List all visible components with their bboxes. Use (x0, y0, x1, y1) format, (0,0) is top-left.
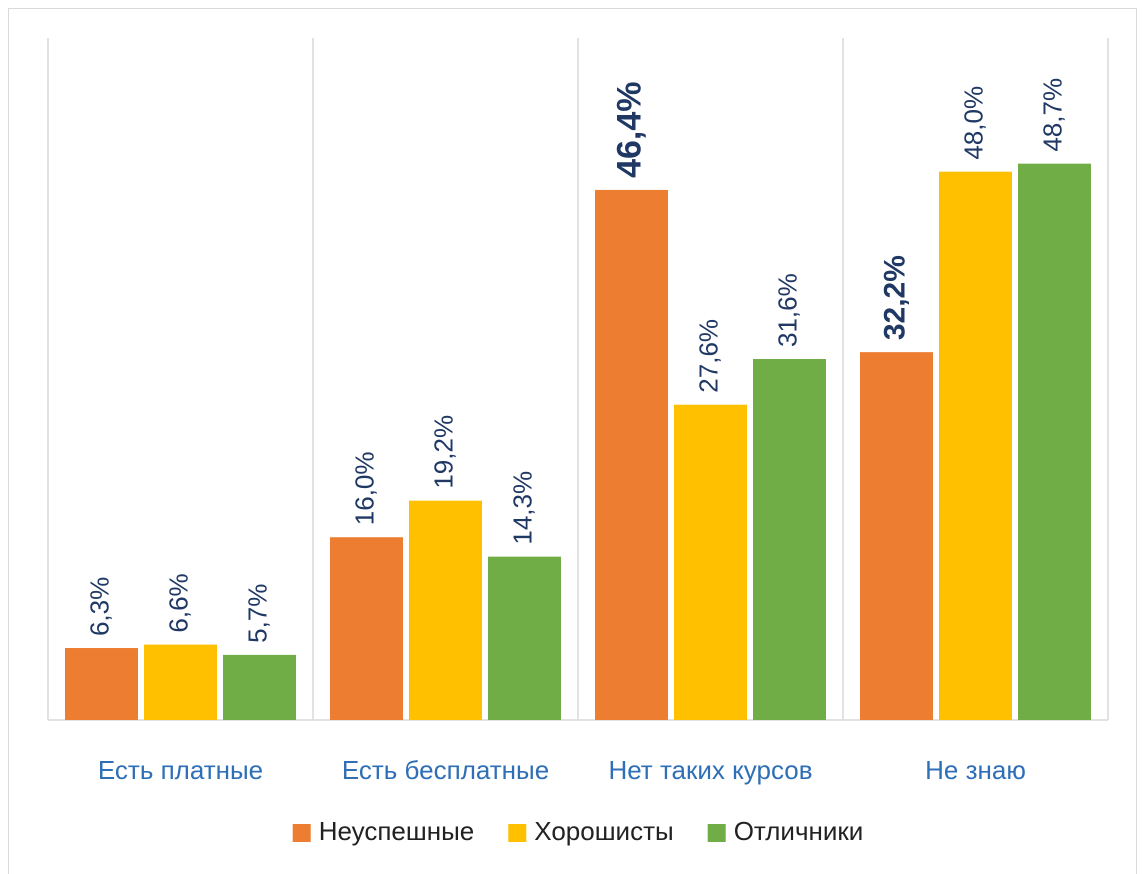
data-label: 48,7% (1037, 78, 1067, 152)
bar (144, 644, 217, 720)
data-label: 6,6% (163, 573, 193, 632)
x-tick-label: Нет таких курсов (608, 755, 812, 785)
bar (409, 500, 482, 720)
data-label: 16,0% (349, 451, 379, 525)
legend-swatch (292, 824, 311, 842)
data-label: 48,0% (958, 86, 988, 160)
chart-border (8, 8, 1137, 874)
x-tick-label: Есть платные (98, 755, 263, 785)
data-label: 14,3% (507, 471, 537, 545)
legend-label: Неуспешные (319, 816, 475, 846)
bar (595, 189, 668, 721)
data-label: 5,7% (242, 584, 272, 643)
x-tick-label: Не знаю (925, 755, 1026, 785)
data-label: 46,4% (610, 82, 648, 178)
x-tick-label: Есть бесплатные (342, 755, 549, 785)
legend-label: Хорошисты (534, 816, 673, 846)
data-label: 31,6% (772, 273, 802, 347)
data-label: 32,2% (878, 255, 911, 340)
bar (939, 171, 1012, 720)
bar (860, 352, 933, 720)
bar (223, 654, 296, 720)
data-label: 27,6% (693, 319, 723, 393)
bar (330, 537, 403, 720)
bar (753, 359, 826, 720)
data-label: 19,2% (428, 415, 458, 489)
legend-label: Отличники (734, 816, 864, 846)
bar (65, 648, 138, 720)
legend-swatch (508, 824, 527, 842)
bar (1018, 163, 1091, 721)
bar (488, 556, 561, 720)
legend-swatch (707, 824, 726, 842)
data-label: 6,3% (84, 577, 114, 636)
bar (674, 404, 747, 720)
